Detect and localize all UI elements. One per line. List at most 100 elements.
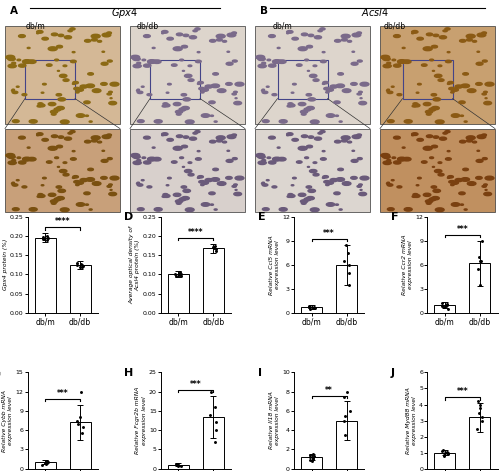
Point <box>306 451 314 459</box>
Circle shape <box>86 115 88 116</box>
Circle shape <box>326 184 329 186</box>
Circle shape <box>60 208 69 211</box>
Circle shape <box>336 178 344 181</box>
Circle shape <box>279 208 287 211</box>
Circle shape <box>320 60 326 63</box>
Circle shape <box>292 92 294 93</box>
Circle shape <box>136 183 140 184</box>
Text: $\it{Acsl4}$: $\it{Acsl4}$ <box>361 7 389 18</box>
Circle shape <box>152 147 155 148</box>
Circle shape <box>485 176 494 180</box>
Circle shape <box>6 154 14 157</box>
Circle shape <box>341 136 350 140</box>
Circle shape <box>466 39 472 41</box>
Circle shape <box>176 33 182 36</box>
Circle shape <box>476 177 482 179</box>
Circle shape <box>98 141 102 143</box>
Circle shape <box>195 130 200 133</box>
Circle shape <box>417 138 424 141</box>
Circle shape <box>163 195 170 197</box>
Circle shape <box>108 158 112 160</box>
Point <box>210 244 218 252</box>
Point <box>78 263 86 270</box>
Circle shape <box>423 146 432 150</box>
Circle shape <box>226 82 232 85</box>
Circle shape <box>216 139 222 142</box>
Circle shape <box>168 83 171 85</box>
Circle shape <box>460 204 464 205</box>
Circle shape <box>279 120 287 123</box>
Circle shape <box>387 184 390 185</box>
Circle shape <box>162 133 168 136</box>
Circle shape <box>133 64 141 68</box>
Circle shape <box>262 62 266 64</box>
Circle shape <box>430 59 434 61</box>
Circle shape <box>216 136 225 140</box>
Circle shape <box>432 196 440 200</box>
Point <box>208 388 216 396</box>
Circle shape <box>300 200 308 203</box>
Circle shape <box>306 45 312 48</box>
Bar <box>470 417 490 469</box>
Circle shape <box>84 140 91 143</box>
Circle shape <box>76 181 84 184</box>
Text: **: ** <box>326 386 333 395</box>
Circle shape <box>357 186 362 187</box>
Circle shape <box>432 110 435 111</box>
Point <box>345 269 353 276</box>
Circle shape <box>227 51 230 52</box>
Circle shape <box>176 113 181 115</box>
Point <box>176 268 184 276</box>
Circle shape <box>17 157 20 159</box>
Circle shape <box>234 184 237 186</box>
Circle shape <box>360 82 369 86</box>
Circle shape <box>438 65 442 66</box>
Circle shape <box>306 186 312 188</box>
Circle shape <box>137 89 140 90</box>
Circle shape <box>298 193 306 196</box>
Point <box>442 303 450 310</box>
Circle shape <box>352 150 354 151</box>
Circle shape <box>92 39 97 41</box>
Circle shape <box>258 161 266 164</box>
Circle shape <box>398 157 406 161</box>
Circle shape <box>272 186 277 188</box>
Circle shape <box>398 60 406 64</box>
Circle shape <box>86 204 88 205</box>
Circle shape <box>339 209 342 210</box>
Circle shape <box>448 177 450 179</box>
Circle shape <box>42 37 48 40</box>
Circle shape <box>452 88 458 91</box>
Point <box>478 237 486 244</box>
Circle shape <box>256 55 264 59</box>
Circle shape <box>210 140 216 143</box>
Circle shape <box>412 31 418 33</box>
Circle shape <box>102 33 111 37</box>
Circle shape <box>36 135 38 136</box>
Circle shape <box>330 85 338 88</box>
Circle shape <box>434 74 442 77</box>
Point <box>311 304 319 311</box>
Point <box>442 301 450 309</box>
Circle shape <box>336 204 338 205</box>
Circle shape <box>100 177 107 179</box>
Circle shape <box>213 73 218 75</box>
Y-axis label: Relative Myd88 mRNA
expression level: Relative Myd88 mRNA expression level <box>406 387 417 454</box>
Circle shape <box>218 89 226 92</box>
Circle shape <box>460 40 466 42</box>
Circle shape <box>133 155 140 158</box>
Circle shape <box>403 157 411 161</box>
Circle shape <box>412 33 414 34</box>
Point <box>309 455 317 463</box>
Circle shape <box>302 203 306 204</box>
Circle shape <box>334 140 341 143</box>
Point <box>212 245 220 253</box>
Circle shape <box>12 184 18 186</box>
Circle shape <box>326 181 334 184</box>
Point <box>173 460 181 468</box>
Circle shape <box>350 82 357 85</box>
Circle shape <box>168 177 171 179</box>
FancyBboxPatch shape <box>380 26 495 124</box>
Bar <box>336 421 357 469</box>
Point <box>444 450 452 458</box>
